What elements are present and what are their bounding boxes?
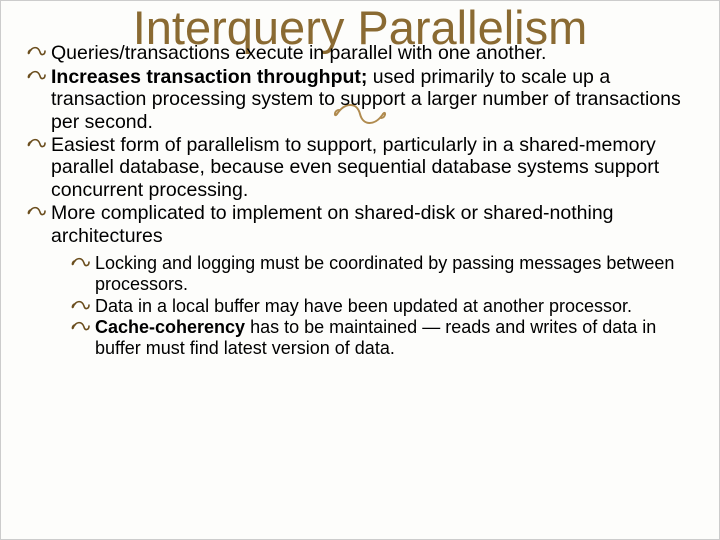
text-run: Data in a local buffer may have been upd… <box>95 296 632 316</box>
sub-bullet-item: Locking and logging must be coordinated … <box>73 253 691 294</box>
bullet-item: Increases transaction throughput; used p… <box>29 66 691 133</box>
text-run-group: Data in a local buffer may have been upd… <box>95 296 632 316</box>
bullet-item: Easiest form of parallelism to support, … <box>29 134 691 201</box>
slide-body: Queries/transactions execute in parallel… <box>29 42 691 358</box>
text-run-group: Queries/transactions execute in parallel… <box>51 42 546 64</box>
slide: Interquery Parallelism Queries/transacti… <box>0 0 720 540</box>
text-run: Cache-coherency <box>95 317 245 337</box>
sub-bullet-item: Data in a local buffer may have been upd… <box>73 296 691 317</box>
bullet-item: Queries/transactions execute in parallel… <box>29 42 691 64</box>
text-run-group: Easiest form of parallelism to support, … <box>51 134 659 201</box>
bullet-list: Queries/transactions execute in parallel… <box>29 42 691 358</box>
sub-bullet-list: Locking and logging must be coordinated … <box>51 253 691 358</box>
sub-bullet-item: Cache-coherency has to be maintained — r… <box>73 317 691 358</box>
text-run-group: Increases transaction throughput; used p… <box>51 66 681 133</box>
text-run: More complicated to implement on shared-… <box>51 202 614 246</box>
text-run-group: Cache-coherency has to be maintained — r… <box>95 317 656 358</box>
bullet-item: More complicated to implement on shared-… <box>29 202 691 358</box>
text-run-group: Locking and logging must be coordinated … <box>95 253 674 294</box>
text-run: Easiest form of parallelism to support, … <box>51 134 659 201</box>
text-run-group: More complicated to implement on shared-… <box>51 202 614 246</box>
text-run: Increases transaction throughput; <box>51 66 367 88</box>
text-run: Queries/transactions execute in parallel… <box>51 42 546 64</box>
text-run: Locking and logging must be coordinated … <box>95 253 674 294</box>
